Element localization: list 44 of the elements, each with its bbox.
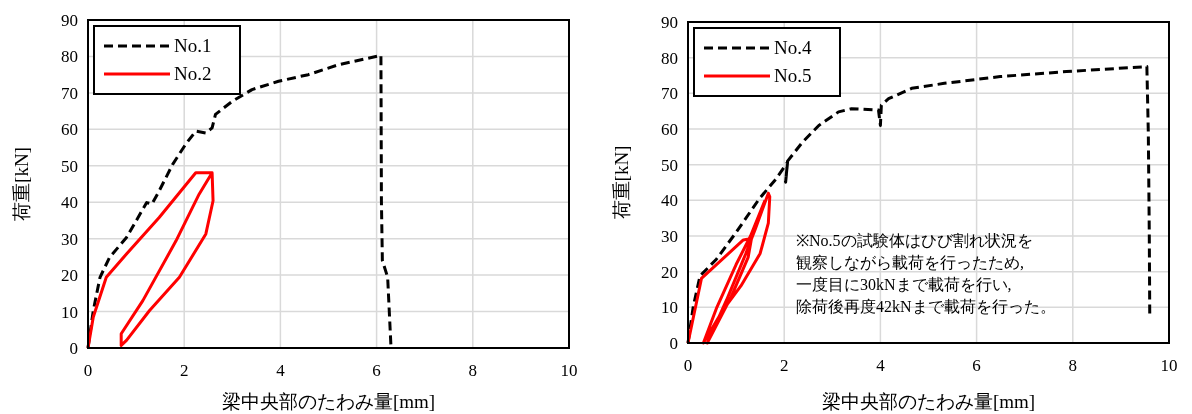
- x-tick-label: 2: [179, 361, 189, 380]
- y-tick-label: 0: [669, 334, 678, 353]
- legend-label: No.5: [774, 65, 812, 86]
- y-tick-label: 50: [661, 155, 678, 175]
- annotation: 除荷後再度42kNまで載荷を行った。: [796, 298, 1056, 315]
- y-tick-label: 20: [661, 262, 678, 282]
- x-tick-label: 8: [1068, 356, 1078, 375]
- y-tick-label: 0: [69, 339, 78, 358]
- x-tick-label: 6: [972, 356, 981, 375]
- y-tick-label: 40: [661, 191, 678, 211]
- x-tick-label: 2: [779, 356, 789, 375]
- y-axis-title: 荷重[kN]: [11, 147, 32, 221]
- x-tick-label: 4: [276, 361, 286, 380]
- annotation: 観察しながら載荷を行ったため,: [796, 254, 1024, 271]
- y-tick-label: 10: [61, 302, 78, 322]
- annotation: ※No.5の試験体はひび割れ状況を: [796, 232, 1033, 249]
- y-tick-label: 60: [61, 120, 78, 140]
- x-tick-label: 4: [876, 356, 886, 375]
- x-axis-title: 梁中央部のたわみ量[mm]: [821, 391, 1036, 412]
- y-tick-label: 30: [61, 229, 78, 249]
- y-tick-label: 70: [61, 83, 78, 103]
- y-tick-label: 30: [661, 227, 678, 246]
- y-tick-label: 70: [661, 84, 678, 104]
- legend-label: No.1: [174, 35, 212, 56]
- y-tick-label: 10: [661, 298, 678, 318]
- x-tick-label: 6: [372, 361, 381, 380]
- x-axis-title: 梁中央部のたわみ量[mm]: [221, 391, 436, 412]
- annotation: 一度目に30kNまで載荷を行い,: [796, 276, 1012, 293]
- x-tick-label: 8: [468, 361, 478, 380]
- y-tick-label: 40: [61, 193, 78, 213]
- legend-label: No.2: [174, 63, 212, 84]
- x-tick-label: 0: [683, 356, 693, 375]
- y-tick-label: 80: [661, 48, 678, 68]
- x-tick-label: 10: [560, 361, 578, 380]
- y-tick-label: 20: [61, 266, 78, 286]
- y-tick-label: 60: [661, 120, 678, 139]
- y-tick-label: 50: [61, 156, 78, 176]
- x-tick-label: 10: [1160, 356, 1178, 375]
- y-tick-label: 90: [61, 11, 78, 30]
- x-tick-label: 0: [83, 361, 93, 380]
- y-axis-title: 荷重[kN]: [611, 145, 632, 220]
- legend-label: No.4: [774, 37, 812, 58]
- y-tick-label: 90: [661, 13, 678, 32]
- y-tick-label: 80: [61, 47, 78, 67]
